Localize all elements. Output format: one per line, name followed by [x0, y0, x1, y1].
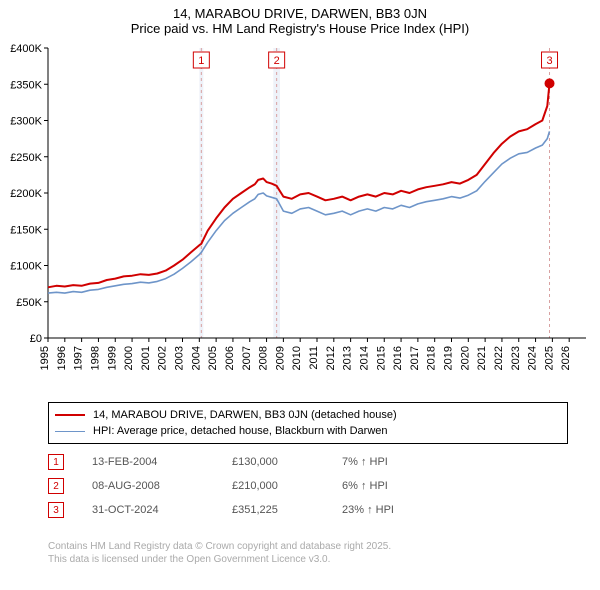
svg-text:£50K: £50K	[16, 297, 42, 309]
svg-text:2012: 2012	[325, 346, 337, 370]
chart: £0 £50K £100K £150K £200K £250K £300K £350K £400…	[0, 40, 600, 400]
marker-diff: 7% ↑ HPI	[342, 456, 432, 468]
marker-diff: 6% ↑ HPI	[342, 480, 432, 492]
footnote: Contains HM Land Registry data © Crown c…	[48, 540, 568, 566]
marker-row: 1 13-FEB-2004£130,0007% ↑ HPI	[48, 450, 568, 474]
svg-text:2020: 2020	[459, 346, 471, 370]
svg-text:2002: 2002	[157, 346, 169, 370]
legend-row: HPI: Average price, detached house, Blac…	[55, 423, 561, 439]
svg-text:2024: 2024	[527, 346, 539, 370]
svg-text:£300K: £300K	[10, 116, 42, 128]
svg-text:2014: 2014	[358, 346, 370, 370]
marker-row: 2 08-AUG-2008£210,0006% ↑ HPI	[48, 474, 568, 498]
svg-text:2015: 2015	[375, 346, 387, 370]
svg-text:1999: 1999	[106, 346, 118, 370]
svg-text:2023: 2023	[510, 346, 522, 370]
svg-text:2026: 2026	[560, 346, 572, 370]
svg-text:2007: 2007	[241, 346, 253, 370]
svg-text:1997: 1997	[73, 346, 85, 370]
svg-text:1995: 1995	[39, 346, 51, 370]
svg-text:2005: 2005	[207, 346, 219, 370]
svg-text:1996: 1996	[56, 346, 68, 370]
marker-badge: 2	[48, 478, 64, 494]
svg-text:£0: £0	[30, 333, 42, 345]
svg-text:£250K: £250K	[10, 152, 42, 164]
svg-text:2008: 2008	[258, 346, 270, 370]
legend: 14, MARABOU DRIVE, DARWEN, BB3 0JN (deta…	[48, 402, 568, 444]
svg-text:2009: 2009	[274, 346, 286, 370]
svg-text:2013: 2013	[342, 346, 354, 370]
legend-row: 14, MARABOU DRIVE, DARWEN, BB3 0JN (deta…	[55, 407, 561, 423]
svg-text:2003: 2003	[174, 346, 186, 370]
footnote-line-1: Contains HM Land Registry data © Crown c…	[48, 540, 568, 553]
svg-text:2011: 2011	[308, 346, 320, 370]
svg-text:2: 2	[274, 55, 280, 67]
svg-text:2025: 2025	[543, 346, 555, 370]
svg-text:2001: 2001	[140, 346, 152, 370]
svg-text:2010: 2010	[291, 346, 303, 370]
svg-text:£150K: £150K	[10, 224, 42, 236]
svg-text:2017: 2017	[409, 346, 421, 370]
svg-text:1998: 1998	[89, 346, 101, 370]
svg-text:£400K: £400K	[10, 43, 42, 55]
svg-text:2016: 2016	[392, 346, 404, 370]
svg-text:£200K: £200K	[10, 188, 42, 200]
marker-date: 31-OCT-2024	[92, 504, 232, 516]
svg-text:1: 1	[198, 55, 204, 67]
svg-text:£350K: £350K	[10, 79, 42, 91]
svg-text:2004: 2004	[190, 346, 202, 370]
page: 14, MARABOU DRIVE, DARWEN, BB3 0JN Price…	[0, 0, 600, 590]
svg-text:3: 3	[546, 55, 552, 67]
svg-text:£100K: £100K	[10, 261, 42, 273]
svg-text:2021: 2021	[476, 346, 488, 370]
svg-text:2019: 2019	[443, 346, 455, 370]
legend-swatch	[55, 414, 85, 416]
svg-text:2018: 2018	[426, 346, 438, 370]
title-line-1: 14, MARABOU DRIVE, DARWEN, BB3 0JN	[0, 0, 600, 21]
marker-badge: 3	[48, 502, 64, 518]
legend-label: HPI: Average price, detached house, Blac…	[93, 425, 388, 437]
marker-diff: 23% ↑ HPI	[342, 504, 432, 516]
legend-swatch	[55, 431, 85, 432]
legend-label: 14, MARABOU DRIVE, DARWEN, BB3 0JN (deta…	[93, 409, 397, 421]
marker-price: £130,000	[232, 456, 342, 468]
svg-text:2006: 2006	[224, 346, 236, 370]
marker-badge: 1	[48, 454, 64, 470]
marker-price: £210,000	[232, 480, 342, 492]
marker-date: 08-AUG-2008	[92, 480, 232, 492]
svg-text:2022: 2022	[493, 346, 505, 370]
marker-row: 3 31-OCT-2024£351,22523% ↑ HPI	[48, 498, 568, 522]
svg-text:2000: 2000	[123, 346, 135, 370]
title-line-2: Price paid vs. HM Land Registry's House …	[0, 21, 600, 40]
marker-price: £351,225	[232, 504, 342, 516]
footnote-line-2: This data is licensed under the Open Gov…	[48, 553, 568, 566]
marker-date: 13-FEB-2004	[92, 456, 232, 468]
markers-table: 1 13-FEB-2004£130,0007% ↑ HPI 2 08-AUG-2008…	[48, 450, 568, 522]
chart-svg: £0 £50K £100K £150K £200K £250K £300K £350K £400…	[0, 40, 600, 400]
